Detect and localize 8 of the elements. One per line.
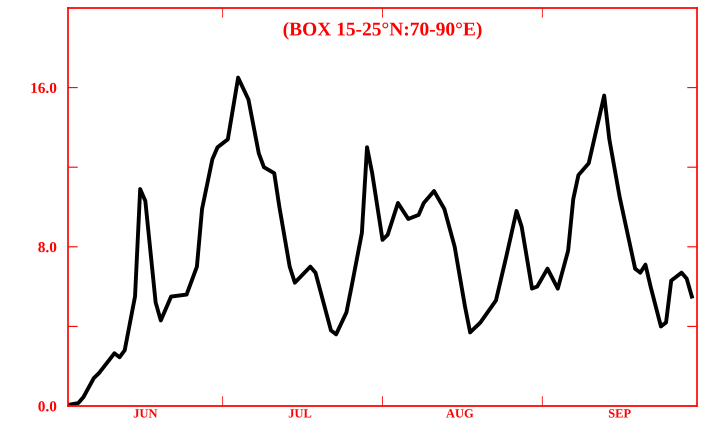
- x-tick-label: JUN: [134, 409, 158, 418]
- x-tick-label: AUG: [446, 409, 474, 418]
- text: (BOX 15-25°N:70-90°E): [284, 22, 482, 40]
- y-tick-label: 8.0: [38, 242, 56, 252]
- y-tick-label: 0.0: [38, 401, 56, 412]
- x-tick-label: JUL: [288, 409, 312, 418]
- y-tick-label: 16.0: [31, 82, 56, 94]
- x-tick-label: SEP: [608, 409, 631, 418]
